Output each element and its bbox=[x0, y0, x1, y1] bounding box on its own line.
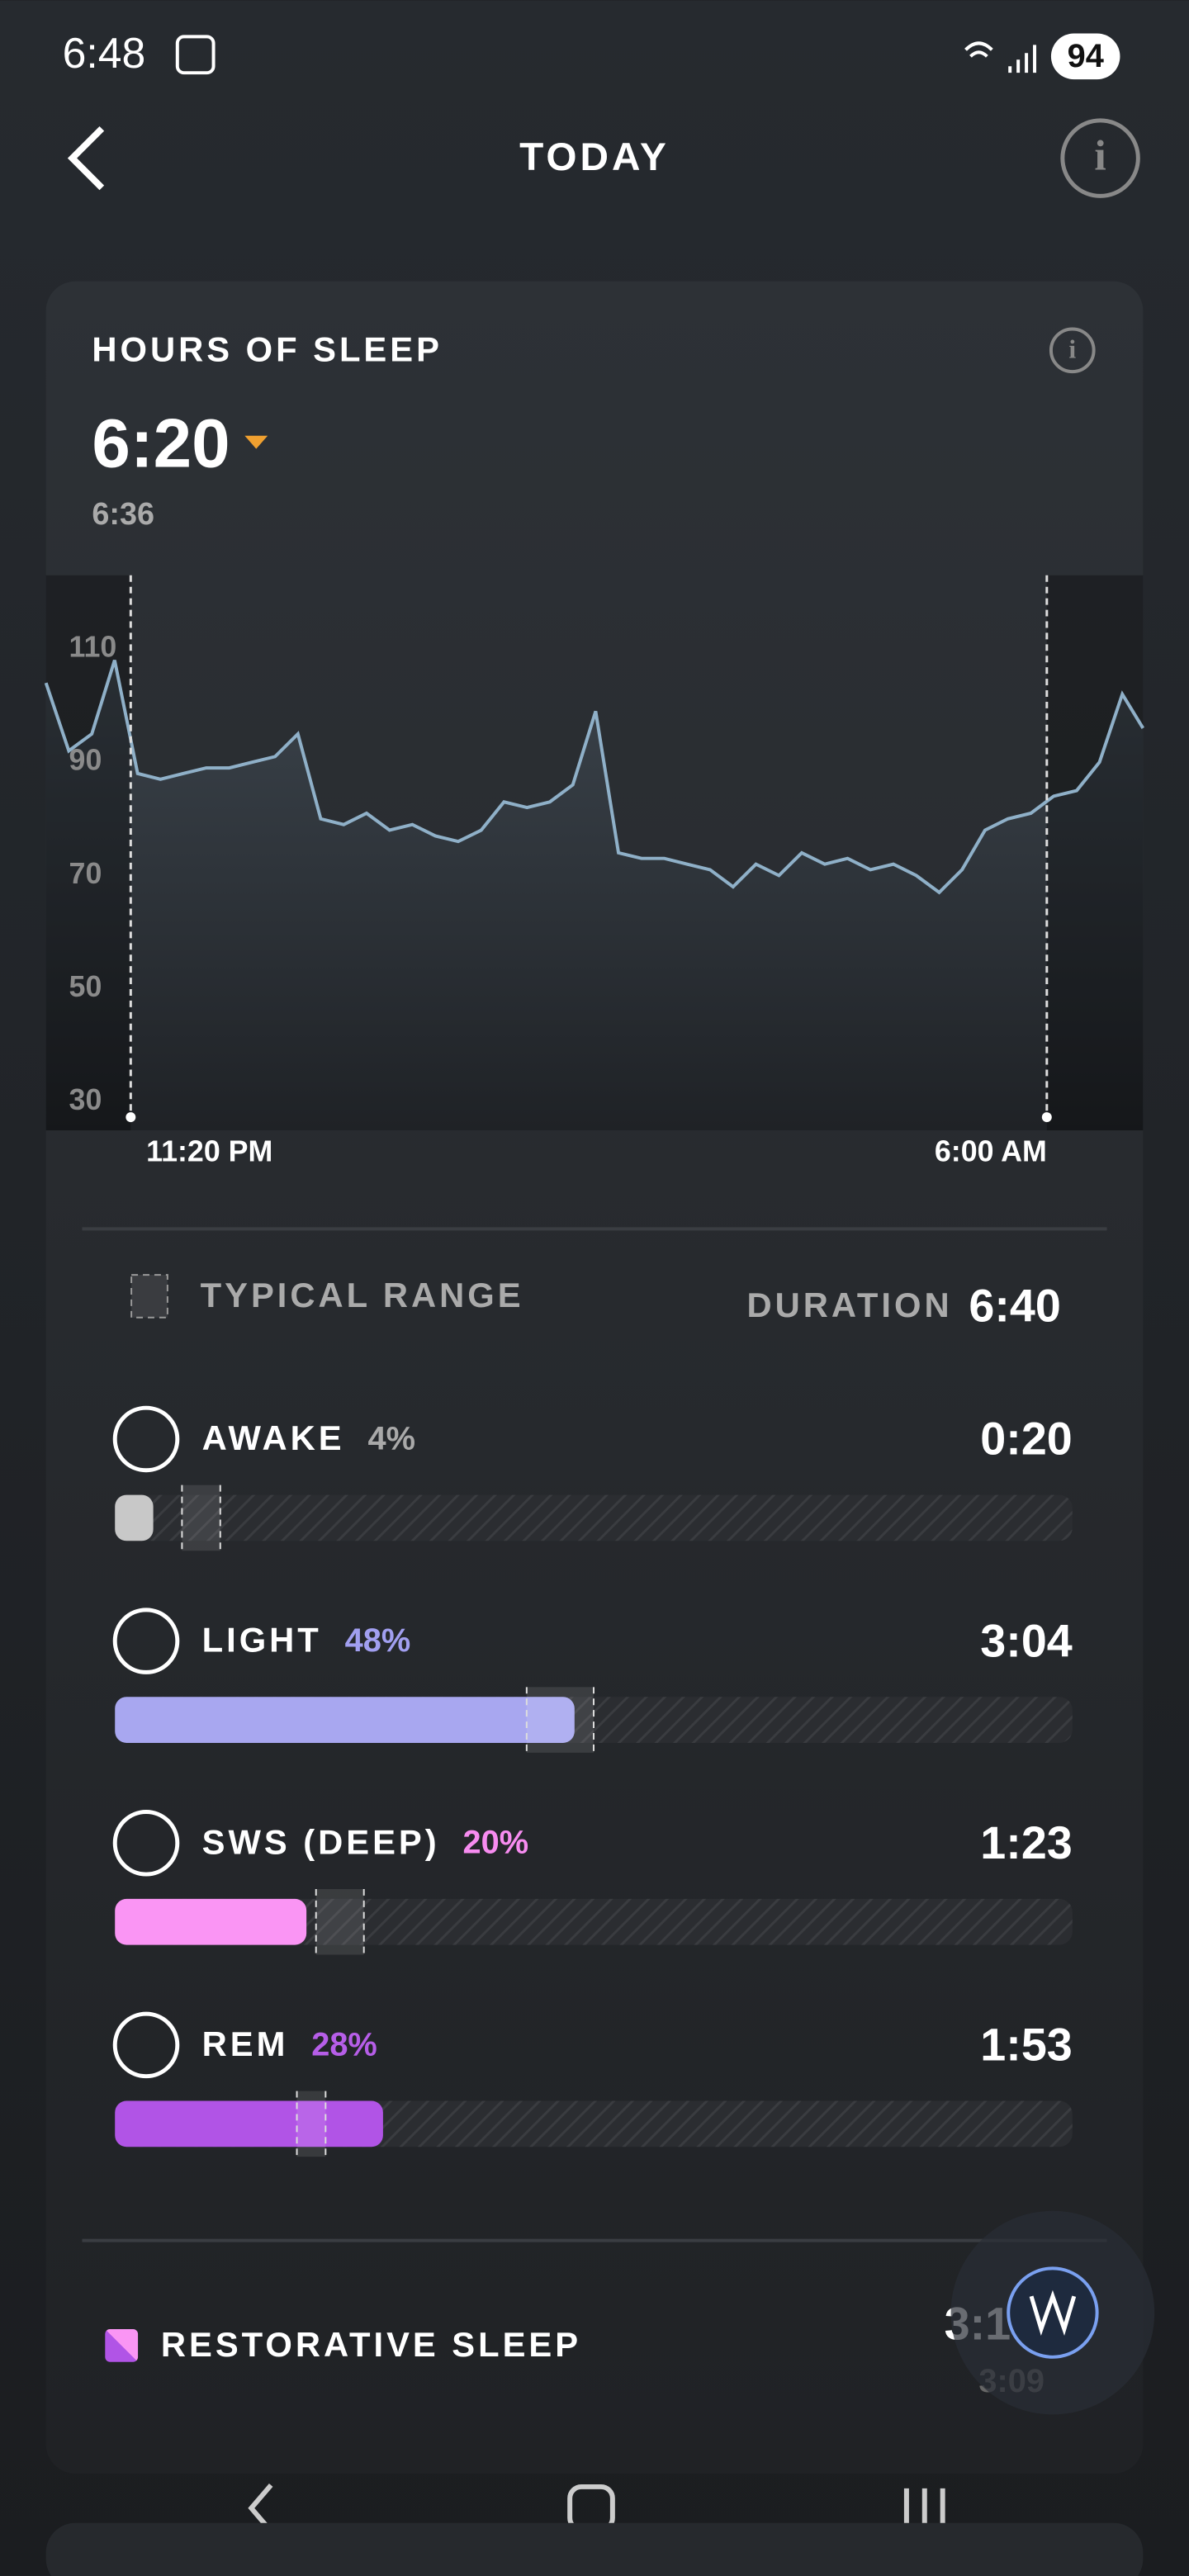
stage-duration: 1:23 bbox=[980, 1817, 1072, 1868]
info-icon: i bbox=[1094, 132, 1106, 179]
hr-chart: 30 50 70 90 110 11:20 PM 6:00 AM bbox=[44, 575, 1145, 1167]
back-button[interactable] bbox=[67, 125, 105, 191]
sleep-value: 6:20 bbox=[92, 405, 230, 482]
stage-name: LIGHT bbox=[202, 1621, 322, 1660]
y-tick-label: 110 bbox=[69, 630, 117, 663]
battery-level: 94 bbox=[1068, 38, 1104, 74]
stage-duration: 3:04 bbox=[980, 1615, 1072, 1666]
coach-button[interactable] bbox=[1007, 2266, 1099, 2359]
y-tick-label: 90 bbox=[69, 744, 102, 777]
typical-range bbox=[315, 1888, 364, 1955]
hr-line bbox=[44, 660, 1145, 895]
card-info-icon: i bbox=[1068, 335, 1076, 364]
stage-duration: 0:20 bbox=[980, 1413, 1072, 1465]
stage-bar bbox=[115, 1494, 154, 1541]
nav-recents[interactable] bbox=[903, 2488, 945, 2530]
typical-range bbox=[526, 1687, 594, 1753]
stage-duration: 1:53 bbox=[980, 2020, 1072, 2071]
stage-toggle bbox=[112, 1405, 180, 1473]
down-arrow bbox=[244, 435, 268, 449]
next-card bbox=[45, 2522, 1144, 2576]
hr-area bbox=[45, 660, 1144, 1131]
stage-percent: 4% bbox=[367, 1420, 414, 1456]
sleep-previous: 6:36 bbox=[92, 497, 154, 532]
stage-toggle bbox=[112, 1608, 180, 1674]
restorative-label: RESTORATIVE SLEEP bbox=[161, 2325, 581, 2364]
coach-logo bbox=[1029, 2290, 1077, 2337]
stage-bar bbox=[115, 1697, 575, 1743]
info-button[interactable] bbox=[1060, 118, 1140, 198]
stage-track bbox=[115, 1494, 1073, 1541]
typical-range bbox=[182, 1485, 220, 1551]
y-tick-label: 70 bbox=[69, 857, 102, 890]
outside-shade bbox=[1046, 575, 1144, 1131]
restorative-swatch bbox=[105, 2328, 139, 2362]
duration-value: 6:40 bbox=[969, 1281, 1060, 1332]
x-tick-dot bbox=[1041, 1112, 1052, 1123]
status-time: 6:48 bbox=[63, 29, 146, 77]
wifi-icon bbox=[964, 41, 993, 58]
typical-range-label: TYPICAL RANGE bbox=[201, 1276, 524, 1314]
stage-bar bbox=[115, 1898, 307, 1945]
signal-icon bbox=[1008, 45, 1037, 73]
stage-toggle bbox=[112, 2011, 180, 2079]
stage-percent: 48% bbox=[345, 1622, 411, 1659]
typical-range bbox=[296, 2091, 326, 2157]
x-tick-label: 11:20 PM bbox=[146, 1134, 272, 1167]
stage-name: AWAKE bbox=[202, 1418, 345, 1457]
typical-range-swatch bbox=[130, 1274, 168, 1319]
stage-percent: 28% bbox=[311, 2026, 377, 2062]
stage-percent: 20% bbox=[462, 1825, 528, 1861]
stage-track bbox=[115, 1898, 1073, 1945]
stages: AWAKE 4% 0:20 LIGHT 48% 3:04 SWS (DEEP) 20% 1:23… bbox=[112, 1405, 1073, 2157]
page-title: TODAY bbox=[519, 135, 670, 179]
card-info[interactable] bbox=[1049, 327, 1096, 374]
x-tick-label: 6:00 AM bbox=[935, 1134, 1047, 1167]
stage-bar bbox=[115, 2100, 383, 2147]
stage-name: REM bbox=[202, 2024, 289, 2063]
stage-toggle bbox=[112, 1809, 180, 1877]
screenshot-icon bbox=[175, 35, 216, 75]
battery bbox=[1050, 33, 1120, 80]
duration-label: DURATION bbox=[747, 1286, 953, 1324]
x-tick-dot bbox=[126, 1112, 136, 1123]
y-tick-label: 30 bbox=[69, 1083, 102, 1116]
card-title: HOURS OF SLEEP bbox=[92, 329, 443, 368]
y-tick-label: 50 bbox=[69, 970, 102, 1003]
stage-name: SWS (DEEP) bbox=[202, 1822, 440, 1861]
